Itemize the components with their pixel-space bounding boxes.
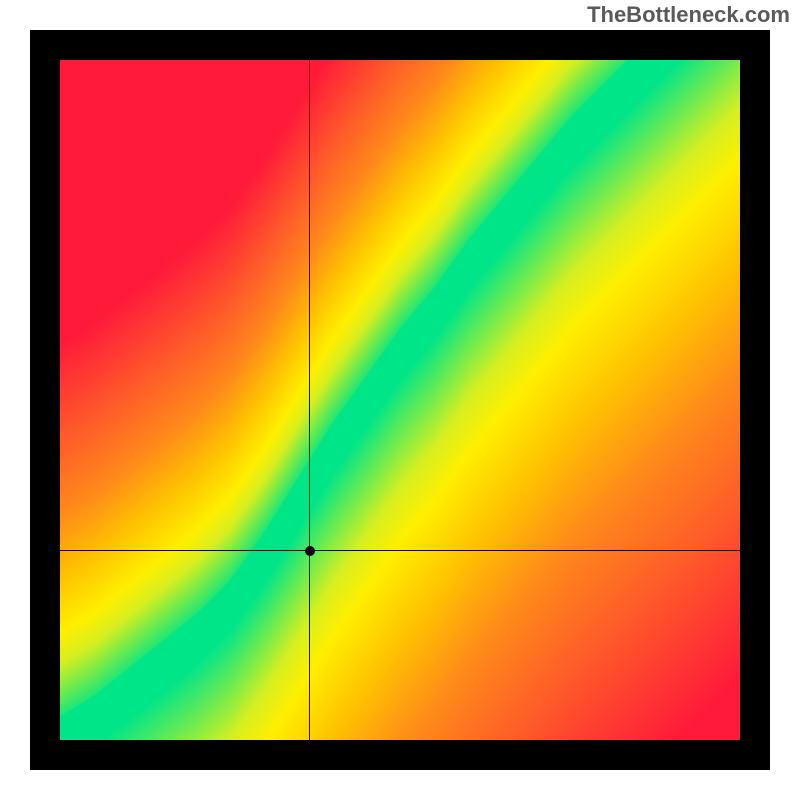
heatmap-canvas [60,60,740,740]
crosshair-vertical [309,60,310,740]
crosshair-dot [305,546,315,556]
chart-container: TheBottleneck.com [0,0,800,800]
crosshair-horizontal [60,550,740,551]
watermark-text: TheBottleneck.com [587,2,790,28]
